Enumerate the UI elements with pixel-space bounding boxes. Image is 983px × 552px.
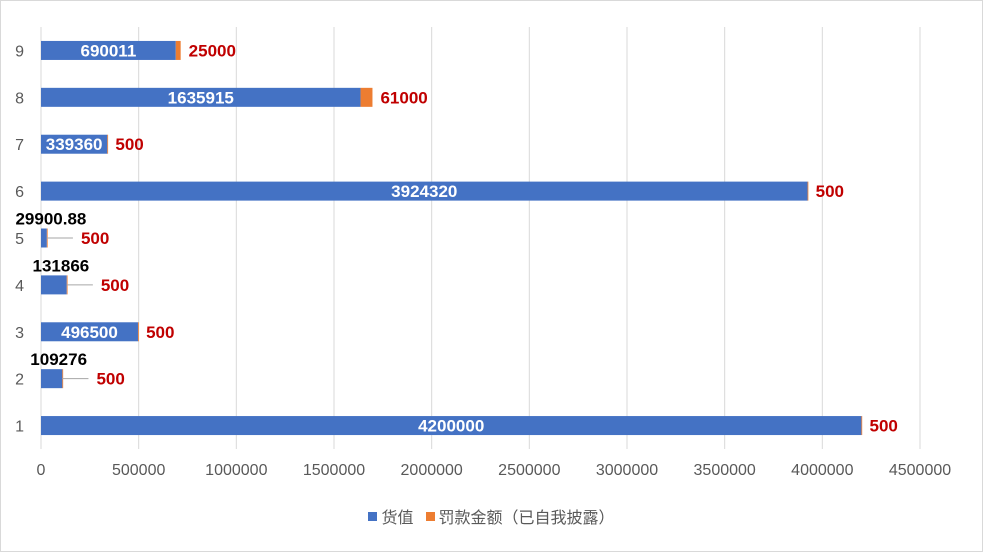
bar-fine — [175, 40, 181, 60]
fine-label: 500 — [81, 229, 109, 248]
value-label: 109276 — [30, 350, 87, 369]
x-tick-label: 4500000 — [889, 462, 951, 479]
category-label: 1 — [15, 419, 24, 436]
bar-value — [41, 322, 138, 342]
legend-label-value: 货值 — [381, 508, 414, 527]
category-label: 4 — [15, 278, 24, 295]
bar-fine — [807, 181, 809, 201]
bar-fine — [861, 416, 863, 436]
value-label: 3924320 — [391, 182, 457, 201]
bar-fine — [137, 322, 139, 342]
fine-label: 25000 — [189, 41, 236, 60]
bar-fine — [107, 134, 109, 154]
x-tick-label: 3000000 — [596, 462, 658, 479]
leader-lines — [46, 237, 93, 380]
value-label: 690011 — [80, 41, 136, 60]
bar-value — [41, 87, 361, 107]
legend-label-fine: 罚款金额（已自我披露） — [438, 508, 615, 527]
bar-value — [41, 275, 67, 295]
category-labels: 1 2 3 4 5 6 7 8 9 — [15, 43, 24, 435]
category-label: 6 — [15, 184, 24, 201]
x-tick-label: 1500000 — [303, 462, 365, 479]
x-tick-label: 0 — [37, 462, 46, 479]
category-label: 2 — [15, 372, 24, 389]
fine-label: 500 — [146, 323, 174, 342]
x-tick-label: 4000000 — [791, 462, 853, 479]
legend-item-value: 货值 — [368, 504, 414, 528]
bar-value — [41, 40, 176, 60]
bar-value — [41, 181, 808, 201]
legend: 货值 罚款金额（已自我披露） — [0, 504, 983, 528]
legend-swatch-fine — [425, 511, 435, 521]
x-tick-label: 3500000 — [694, 462, 756, 479]
fine-label: 500 — [101, 276, 129, 295]
x-tick-label: 500000 — [112, 462, 165, 479]
category-label: 3 — [15, 325, 24, 342]
bar-fine — [360, 87, 373, 107]
value-label: 4200000 — [418, 417, 484, 436]
fine-label: 61000 — [380, 88, 427, 107]
fine-label: 500 — [96, 370, 124, 389]
legend-item-fine: 罚款金额（已自我披露） — [425, 504, 615, 528]
value-label: 131866 — [33, 256, 90, 275]
x-tick-label: 2000000 — [401, 462, 463, 479]
fine-label: 500 — [816, 182, 844, 201]
value-label: 29900.88 — [15, 210, 86, 229]
value-label: 496500 — [61, 323, 118, 342]
category-label: 5 — [15, 231, 24, 248]
bars — [41, 40, 863, 436]
bar-value — [41, 228, 47, 248]
value-label: 1635915 — [168, 88, 234, 107]
value-label: 339360 — [46, 135, 103, 154]
category-label: 7 — [15, 137, 24, 154]
x-tick-label: 2500000 — [498, 462, 560, 479]
category-label: 8 — [15, 90, 24, 107]
legend-swatch-value — [368, 511, 378, 521]
fine-label: 500 — [115, 135, 143, 154]
bar-value — [41, 134, 108, 154]
fine-label: 500 — [869, 417, 897, 436]
bar-value — [41, 416, 862, 436]
x-axis-ticks: 0 500000 1000000 1500000 2000000 2500000 30000… — [37, 462, 952, 479]
bar-value — [41, 369, 63, 389]
category-label: 9 — [15, 43, 24, 60]
x-tick-label: 1000000 — [205, 462, 267, 479]
